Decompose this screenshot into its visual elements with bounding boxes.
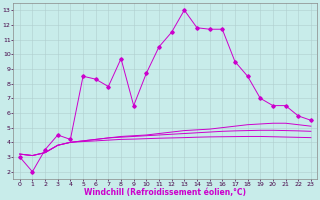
X-axis label: Windchill (Refroidissement éolien,°C): Windchill (Refroidissement éolien,°C) bbox=[84, 188, 246, 197]
